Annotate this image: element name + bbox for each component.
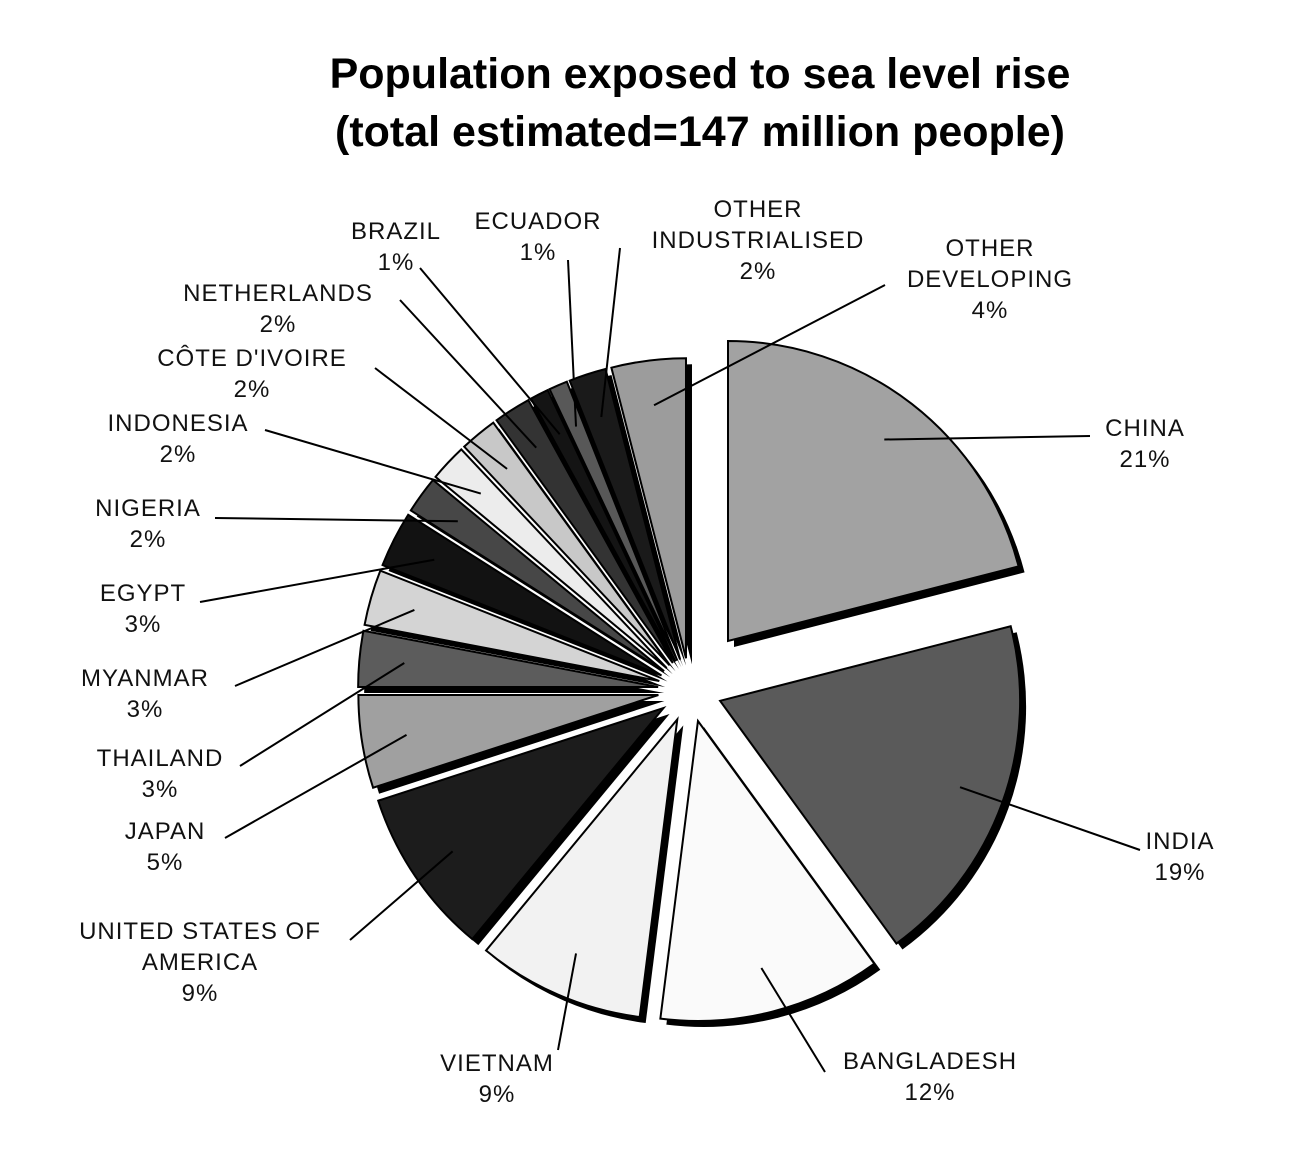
category-label: EGYPT	[99, 580, 187, 607]
leader-line	[419, 267, 561, 435]
slice	[363, 569, 660, 683]
slice	[484, 716, 679, 1019]
slice-label: UNITED STATES OF AMERICA 9%	[50, 916, 350, 1009]
slice	[610, 357, 687, 659]
category-label: INDIA	[1145, 828, 1215, 855]
slice-label: NIGERIA 2%	[78, 493, 218, 555]
value-label: 1%	[519, 239, 557, 266]
value-label: 2%	[233, 376, 271, 403]
category-label: NETHERLANDS	[183, 280, 373, 307]
leader-line	[374, 367, 508, 470]
value-label: 9%	[478, 1081, 516, 1108]
category-label: OTHER INDUSTRIALISED	[651, 196, 865, 254]
value-label: 5%	[146, 849, 184, 876]
value-label: 21%	[1119, 446, 1171, 473]
slice	[659, 718, 876, 1022]
slice-label: ECUADOR 1%	[458, 206, 618, 268]
slice	[381, 513, 663, 677]
slice	[495, 398, 674, 664]
value-label: 9%	[181, 980, 219, 1007]
slice-label: INDONESIA 2%	[88, 408, 268, 470]
leader-line	[199, 558, 435, 603]
slice-label: BANGLADESH 12%	[810, 1046, 1050, 1108]
leader-line	[959, 786, 1141, 851]
slice-label: NETHERLANDS 2%	[153, 278, 403, 340]
category-label: MYANMAR	[81, 665, 209, 692]
leader-line	[239, 662, 405, 767]
leader-line	[557, 953, 578, 1051]
slice	[727, 340, 1020, 643]
slice-label: INDIA 19%	[1120, 826, 1240, 888]
chart-subtitle: (total estimated=147 million people)	[335, 108, 1065, 156]
leader-line	[760, 967, 826, 1073]
value-label: 2%	[129, 526, 167, 553]
category-label: ECUADOR	[474, 208, 602, 235]
value-label: 19%	[1154, 859, 1206, 886]
slice-label: OTHER INDUSTRIALISED 2%	[623, 194, 893, 287]
slice-label: CHINA 21%	[1065, 413, 1225, 475]
leader-line	[600, 247, 621, 418]
category-label: BRAZIL	[350, 218, 442, 245]
slice-label: THAILAND 3%	[80, 743, 240, 805]
value-label: 3%	[124, 611, 162, 638]
value-label: 2%	[159, 441, 197, 468]
leader-line	[884, 435, 1091, 441]
value-label: 4%	[971, 297, 1009, 324]
slice	[357, 694, 659, 789]
leader-line	[234, 609, 415, 687]
slice	[548, 380, 679, 662]
leader-line	[399, 299, 537, 449]
slice-label: MYANMAR 3%	[60, 663, 230, 725]
slice-label: EGYPT 3%	[83, 578, 203, 640]
slice	[568, 367, 682, 660]
value-label: 3%	[141, 776, 179, 803]
category-label: BANGLADESH	[842, 1048, 1018, 1075]
category-label: NIGERIA	[95, 495, 201, 522]
slice-label: CÔTE D'IVOIRE 2%	[132, 343, 372, 405]
slice	[376, 705, 667, 941]
slice	[434, 447, 668, 669]
category-label: CÔTE D'IVOIRE	[157, 345, 347, 372]
category-label: VIETNAM	[440, 1050, 554, 1077]
slice-label: VIETNAM 9%	[417, 1048, 577, 1110]
value-label: 12%	[904, 1079, 956, 1106]
category-label: OTHER DEVELOPING	[906, 235, 1074, 293]
slice-label: OTHER DEVELOPING 4%	[885, 233, 1095, 326]
leader-line	[264, 429, 482, 495]
slice	[462, 421, 671, 667]
category-label: JAPAN	[124, 818, 206, 845]
slice-label: BRAZIL 1%	[336, 216, 456, 278]
category-label: CHINA	[1105, 415, 1185, 442]
leader-line	[214, 517, 458, 523]
leader-line	[349, 850, 454, 941]
leader-line	[567, 259, 578, 427]
leader-line	[653, 284, 886, 407]
category-label: THAILAND	[96, 745, 224, 772]
leader-line	[224, 734, 408, 839]
value-label: 2%	[739, 258, 777, 285]
value-label: 2%	[259, 311, 297, 338]
value-label: 1%	[377, 249, 415, 276]
category-label: INDONESIA	[107, 410, 249, 437]
value-label: 3%	[126, 696, 164, 723]
slice-label: JAPAN 5%	[105, 816, 225, 878]
chart-title: Population exposed to sea level rise	[329, 50, 1071, 98]
category-label: UNITED STATES OF AMERICA	[79, 918, 321, 976]
